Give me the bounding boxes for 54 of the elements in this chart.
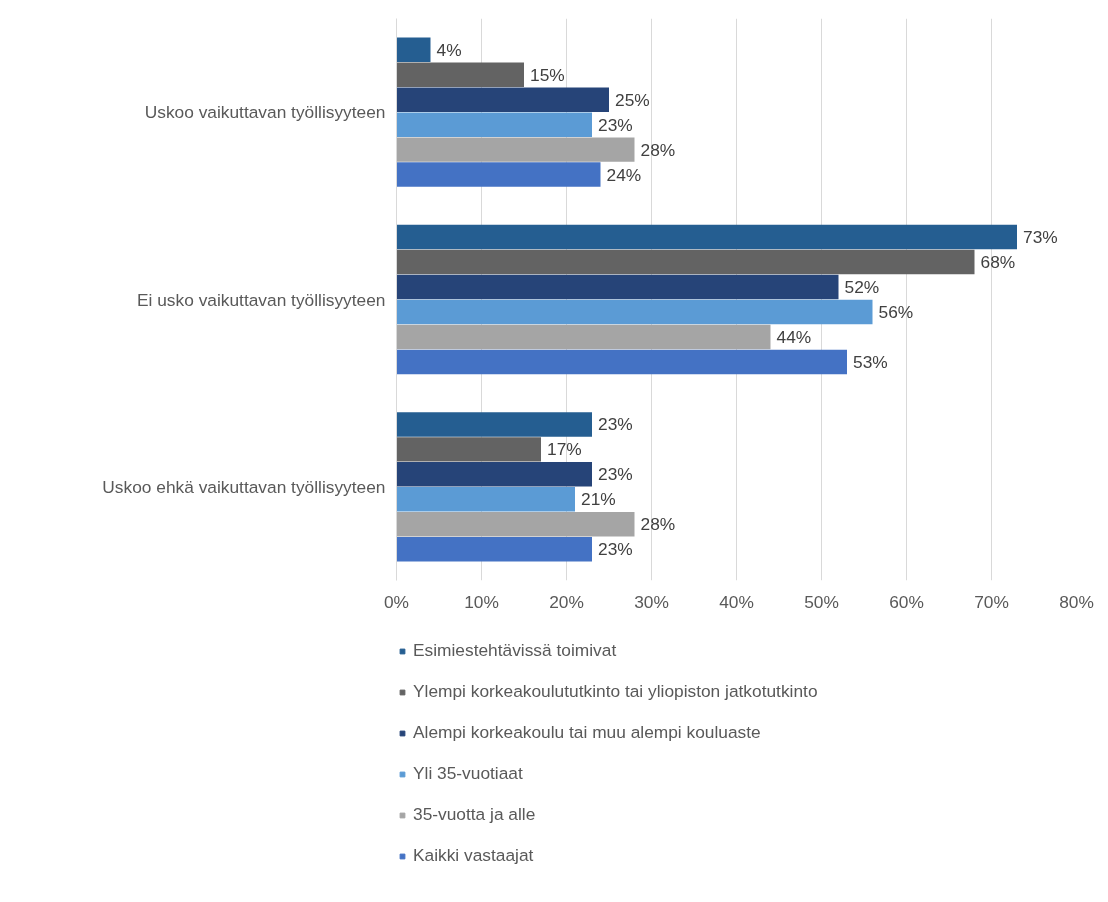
data-label: 23% [598, 464, 633, 485]
bar [396, 299, 873, 325]
legend-label: Ylempi korkeakoulututkinto tai yliopiston jatkotutkinto [413, 681, 818, 702]
y-tick-label: Uskoo ehkä vaikuttavan työllisyyteen [102, 476, 386, 497]
y-tick-label: Uskoo vaikuttavan työllisyyteen [144, 102, 386, 123]
bar [396, 412, 592, 437]
x-tick-label: 0% [383, 591, 410, 612]
data-label: 23% [598, 114, 633, 135]
data-label: 15% [530, 64, 565, 85]
bar [396, 62, 524, 87]
bar [396, 87, 609, 112]
data-label: 44% [776, 326, 812, 347]
y-tick-label: Ei usko vaikuttavan työllisyyteen [137, 289, 386, 310]
data-label: 52% [844, 277, 880, 298]
data-label: 24% [606, 164, 642, 185]
bar [396, 162, 601, 187]
data-label: 68% [980, 252, 1016, 273]
bar [396, 462, 592, 487]
data-label: 23% [598, 539, 633, 560]
bar [396, 437, 541, 462]
legend-label: Esimiestehtävissä toimivat [413, 640, 617, 661]
legend-label: Alempi korkeakoulu tai muu alempi kouluaste [413, 722, 761, 743]
bar [396, 37, 431, 62]
legend-label: 35-vuotta ja alle [413, 804, 536, 825]
bar [396, 249, 975, 275]
bar [396, 512, 635, 537]
bar [396, 487, 575, 512]
data-label: 23% [598, 414, 633, 435]
bar [396, 274, 839, 300]
legend-label: Yli 35-vuotiaat [413, 763, 523, 784]
legend-label: Kaikki vastaajat [413, 845, 534, 866]
bar [396, 349, 847, 375]
x-tick-label: 50% [804, 591, 839, 612]
x-tick-label: 60% [889, 591, 924, 612]
data-label: 17% [547, 439, 582, 460]
data-label: 28% [640, 514, 676, 535]
bar [396, 112, 592, 137]
data-label: 25% [615, 89, 650, 110]
data-label: 28% [640, 139, 676, 160]
data-label: 4% [436, 39, 462, 60]
data-label: 56% [878, 301, 914, 322]
data-label: 21% [581, 489, 616, 510]
x-tick-label: 30% [634, 591, 669, 612]
bar [396, 324, 771, 350]
bar [396, 224, 1017, 250]
x-tick-label: 20% [549, 591, 584, 612]
data-label: 73% [1023, 227, 1058, 248]
x-tick-label: 40% [719, 591, 754, 612]
data-label: 53% [853, 351, 888, 372]
x-tick-label: 10% [464, 591, 499, 612]
x-tick-label: 80% [1059, 591, 1094, 612]
bar [396, 137, 635, 162]
bar [396, 537, 592, 562]
x-tick-label: 70% [974, 591, 1009, 612]
